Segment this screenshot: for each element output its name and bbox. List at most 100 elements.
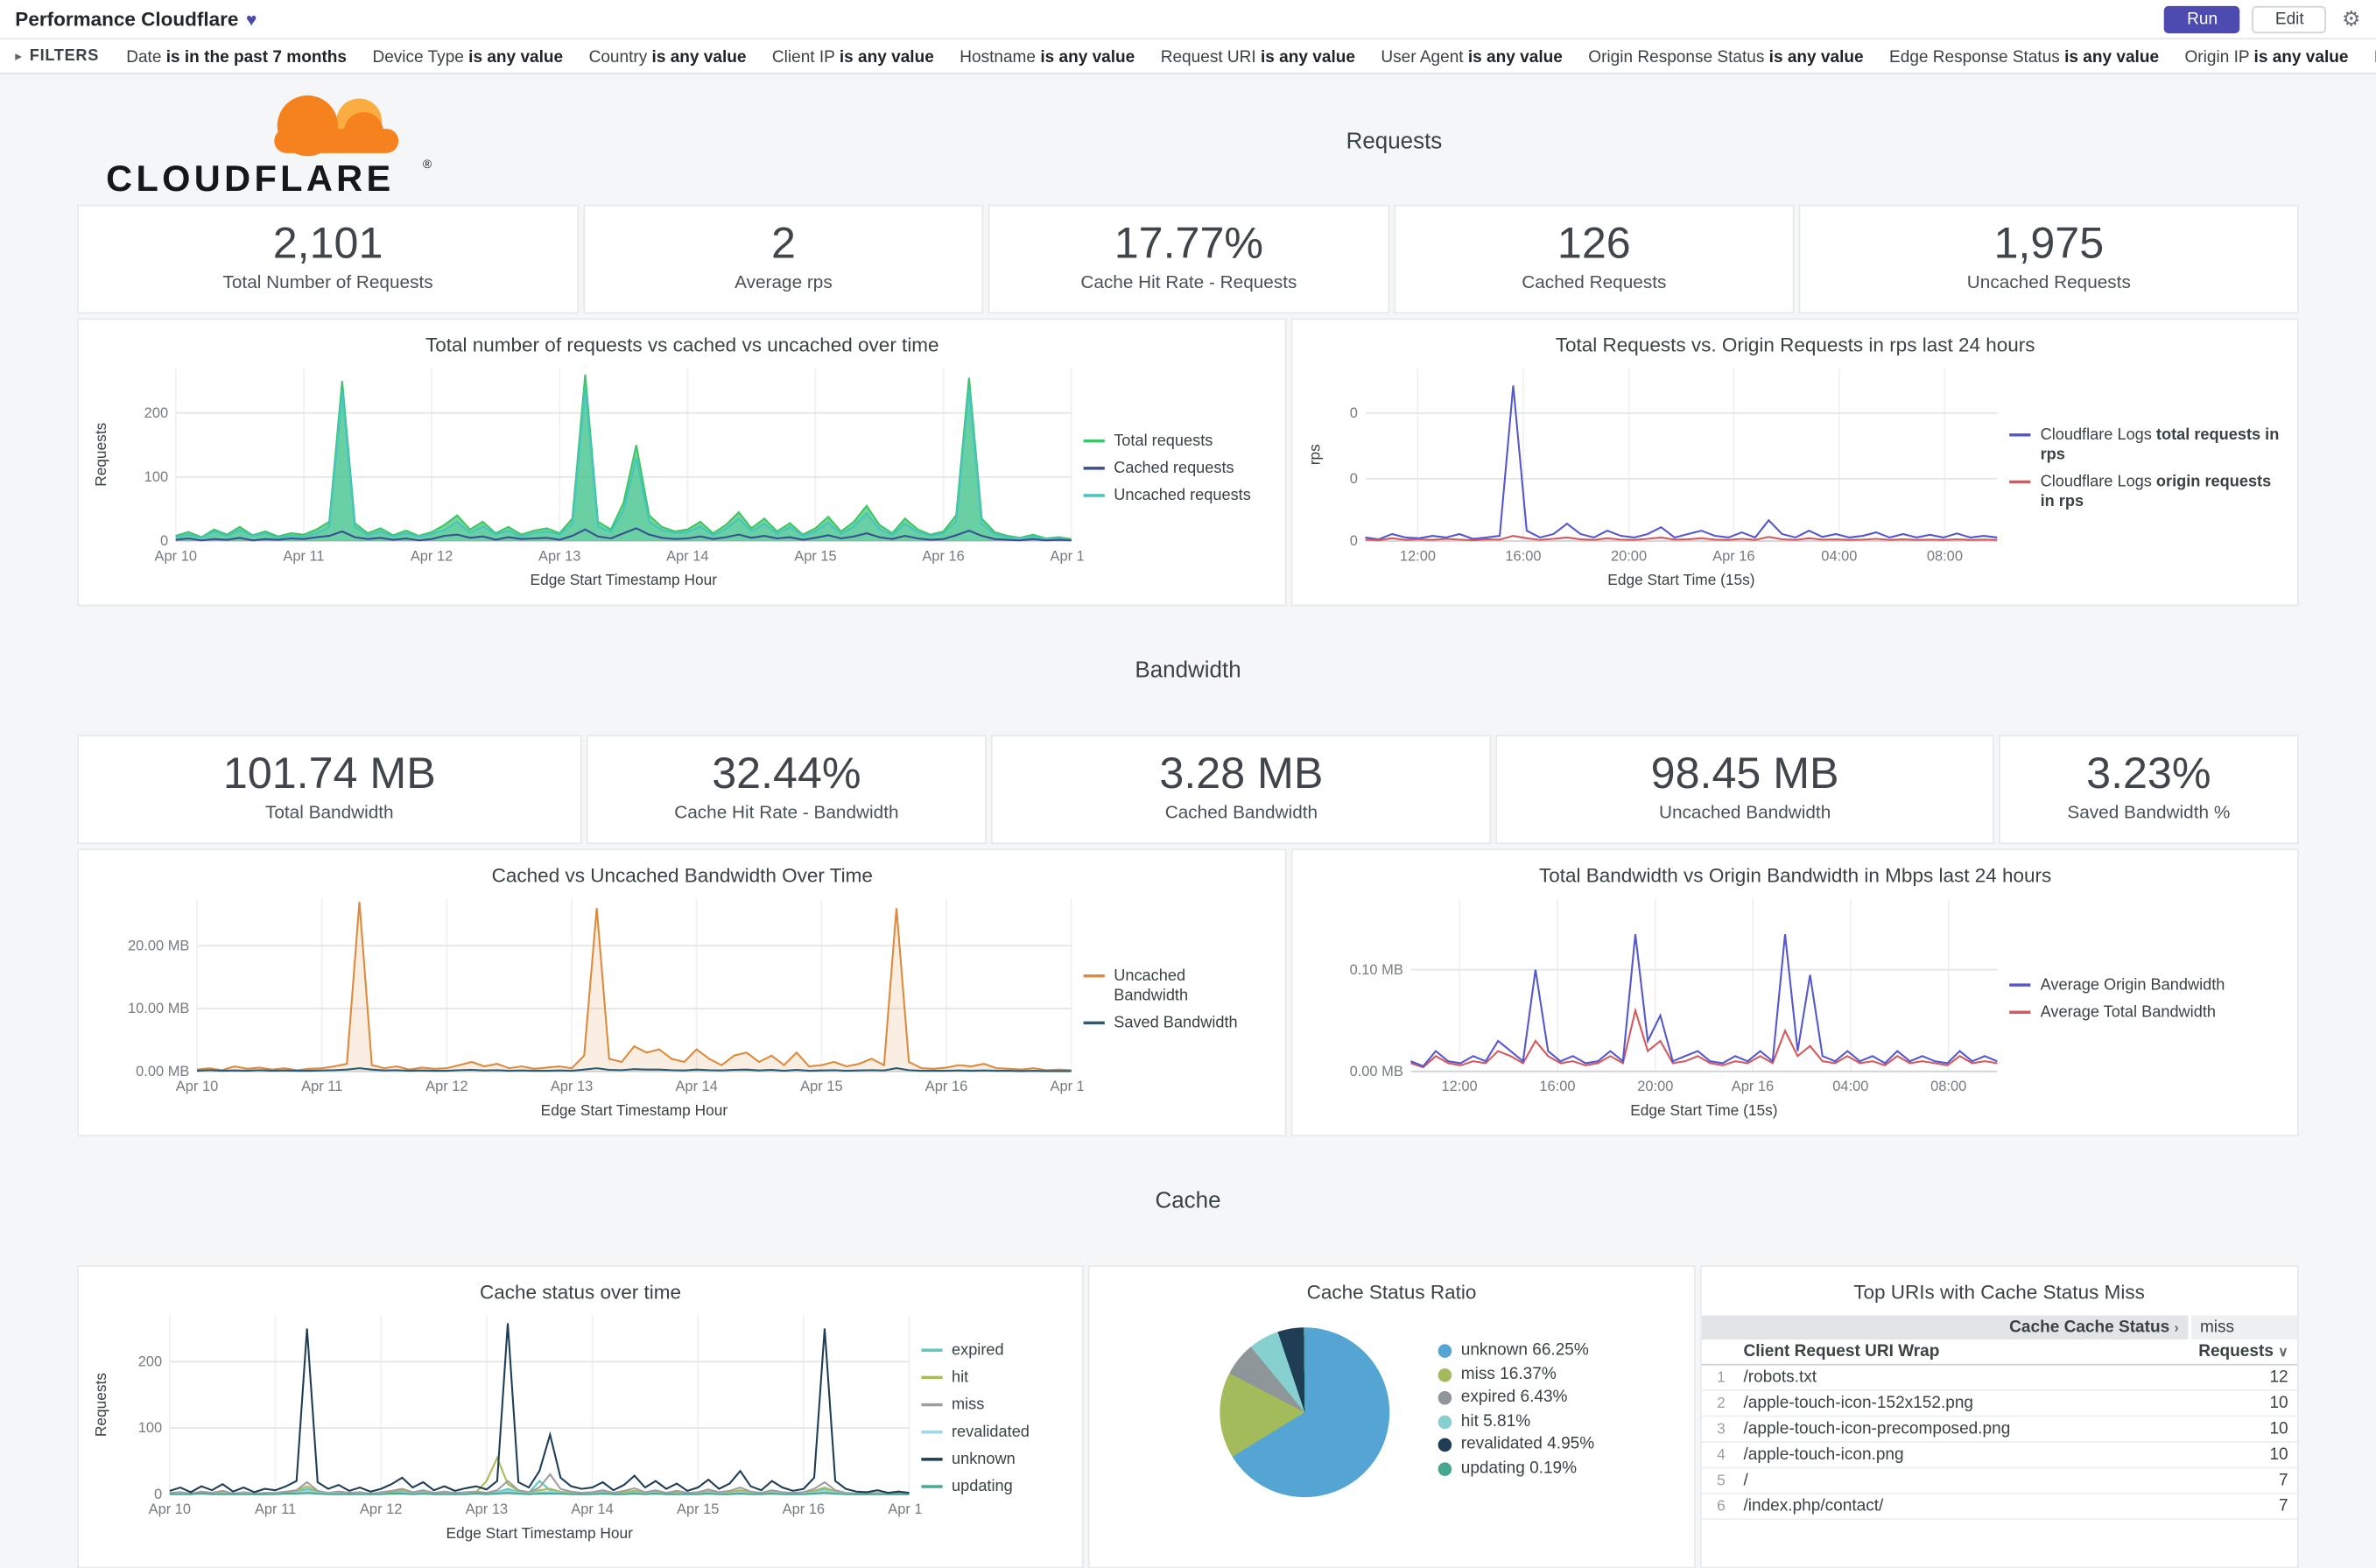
filter-origin-ip[interactable]: Origin IP is any value (2184, 48, 2349, 67)
cache-status-pie-chart[interactable] (1220, 1327, 1390, 1498)
filter-rayid[interactable]: RayID is any valu... (2374, 48, 2376, 67)
pie-legend-item-expired[interactable]: expired 6.43% (1438, 1387, 1594, 1410)
pie-legend-label: miss 16.37% (1460, 1364, 1557, 1383)
run-button[interactable]: Run (2164, 5, 2241, 33)
table-row[interactable]: 6/index.php/contact/7 (1701, 1493, 2298, 1521)
cloudflare-logo: CLOUDFLARE ® (77, 83, 485, 200)
svg-text:16:00: 16:00 (1540, 1079, 1576, 1094)
legend-item-updating[interactable]: updating (921, 1478, 1060, 1498)
panel-requests-vs-origin: Total Requests vs. Origin Requests in rp… (1291, 318, 2299, 607)
kpi-cache-hit-rate-requests: 17.77% Cache Hit Rate - Requests (988, 204, 1389, 314)
requests-cell[interactable]: 10 (2189, 1441, 2298, 1469)
pie-legend-dot (1438, 1461, 1452, 1476)
legend-item-miss[interactable]: miss (921, 1396, 1060, 1416)
kpi-row-requests: 2,101 Total Number of Requests 2 Average rp… (77, 204, 2299, 314)
panel-bandwidth-vs-origin: Total Bandwidth vs Origin Bandwidth in M… (1291, 848, 2299, 1137)
pivot-label: Cache Cache Status (2009, 1318, 2170, 1337)
uri-cell[interactable]: / (1734, 1467, 2190, 1494)
pie-legend-item-unknown[interactable]: unknown 66.25% (1438, 1339, 1594, 1363)
filter-hostname[interactable]: Hostname is any value (960, 48, 1135, 67)
legend-item-cached-requests[interactable]: Cached requests (1083, 459, 1262, 479)
pie-legend-item-updating[interactable]: updating 0.19% (1438, 1457, 1594, 1480)
svg-text:Apr 12: Apr 12 (360, 1501, 402, 1517)
svg-text:Requests: Requests (92, 1373, 109, 1437)
kpi-value: 126 (1557, 219, 1631, 269)
legend-item-uncached-requests[interactable]: Uncached requests (1083, 487, 1262, 507)
legend-label: Average Total Bandwidth (2040, 1002, 2216, 1022)
pivot-header[interactable]: Cache Cache Status › (1701, 1315, 2191, 1340)
table-row[interactable]: 2/apple-touch-icon-152x152.png 10 (1701, 1390, 2298, 1417)
filters-label[interactable]: FILTERS (29, 46, 100, 66)
panel-cache-status-over-time: Cache status over time Apr 10 Apr 11 Apr 1… (77, 1265, 1084, 1568)
chart-legend: Cloudflare Logs total requests in rps Clo… (2009, 425, 2280, 519)
legend-swatch (2009, 983, 2032, 987)
requests-vs-origin-chart[interactable]: 12:00 16:00 20:00 Apr 16 04:00 08:00 0 0 0 Edge S… (1305, 356, 2010, 590)
pie-legend-item-hit[interactable]: hit 5.81% (1438, 1410, 1594, 1434)
svg-text:0.00 MB: 0.00 MB (1350, 1064, 1403, 1079)
table-pivot-row: Cache Cache Status › miss (1701, 1315, 2298, 1340)
gear-icon[interactable]: ⚙ (2341, 5, 2361, 31)
svg-text:Apr 14: Apr 14 (675, 1079, 717, 1094)
table-row[interactable]: 5/7 (1701, 1467, 2298, 1494)
uri-cell[interactable]: /apple-touch-icon.png (1734, 1441, 2190, 1469)
kpi-label: Cache Hit Rate - Requests (1080, 271, 1297, 293)
legend-item-revalidated[interactable]: revalidated (921, 1423, 1060, 1443)
uri-cell[interactable]: /apple-touch-icon-precomposed.png (1734, 1416, 2190, 1443)
requests-cell[interactable]: 12 (2189, 1364, 2298, 1391)
requests-over-time-chart[interactable]: Apr 10 Apr 11 Apr 12 Apr 13 Apr 14 Apr 15 Apr … (91, 356, 1084, 590)
kpi-label: Uncached Bandwidth (1658, 801, 1831, 823)
kpi-value: 32.44% (712, 749, 861, 799)
legend-item-total-requests-in-rps[interactable]: Cloudflare Logs total requests in rps (2009, 425, 2280, 465)
svg-text:Apr 17: Apr 17 (888, 1501, 921, 1517)
requests-cell[interactable]: 10 (2189, 1416, 2298, 1443)
filter-device-type[interactable]: Device Type is any value (372, 48, 564, 67)
table-row[interactable]: 3/apple-touch-icon-precomposed.png 10 (1701, 1416, 2298, 1443)
legend-item-average-origin-bandwidth[interactable]: Average Origin Bandwidth (2009, 976, 2280, 996)
legend-item-uncached-bandwidth[interactable]: Uncached Bandwidth (1083, 966, 1262, 1005)
svg-text:04:00: 04:00 (1822, 548, 1858, 564)
requests-cell[interactable]: 7 (2189, 1467, 2298, 1494)
cache-status-over-time-chart[interactable]: Apr 10 Apr 11 Apr 12 Apr 13 Apr 14 Apr 15 Apr … (91, 1304, 922, 1543)
svg-text:Apr 11: Apr 11 (255, 1501, 296, 1517)
requests-cell[interactable]: 7 (2189, 1493, 2298, 1521)
bandwidth-vs-origin-chart[interactable]: 12:00 16:00 20:00 Apr 16 04:00 08:00 0.00 MB 0.… (1305, 887, 2010, 1121)
uri-column-header[interactable]: Client Request URI Wrap (1734, 1339, 2190, 1366)
filter-date[interactable]: Date is in the past 7 months (126, 48, 348, 67)
table-row[interactable]: 4/apple-touch-icon.png 10 (1701, 1441, 2298, 1469)
kpi-label: Uncached Requests (1966, 271, 2131, 293)
uri-cell[interactable]: /apple-touch-icon-152x152.png (1734, 1390, 2190, 1417)
legend-item-origin-requests-in-rps[interactable]: Cloudflare Logs origin requests in rps (2009, 473, 2280, 512)
filter-country[interactable]: Country is any value (588, 48, 747, 67)
legend-item-saved-bandwidth[interactable]: Saved Bandwidth (1083, 1013, 1262, 1033)
filter-request-uri[interactable]: Request URI is any value (1160, 48, 1355, 67)
legend-item-total-requests[interactable]: Total requests (1083, 432, 1262, 452)
kpi-label: Average rps (735, 271, 833, 293)
table-row[interactable]: 1/robots.txt 12 (1701, 1364, 2298, 1391)
filter-items: Date is in the past 7 months Device Type … (126, 42, 2376, 69)
legend-item-unknown[interactable]: unknown (921, 1450, 1060, 1470)
requests-cell[interactable]: 10 (2189, 1390, 2298, 1417)
legend-item-expired[interactable]: expired (921, 1341, 1060, 1361)
bandwidth-over-time-chart[interactable]: Apr 10 Apr 11 Apr 12 Apr 13 Apr 14 Apr 15 Apr … (91, 887, 1084, 1121)
svg-text:12:00: 12:00 (1442, 1079, 1478, 1094)
requests-column-header[interactable]: Requests ∨ (2189, 1339, 2298, 1366)
svg-text:Edge Start Time (15s): Edge Start Time (15s) (1631, 1101, 1778, 1119)
pie-legend-item-miss[interactable]: miss 16.37% (1438, 1363, 1594, 1387)
svg-text:200: 200 (144, 405, 168, 421)
legend-item-average-total-bandwidth[interactable]: Average Total Bandwidth (2009, 1002, 2280, 1023)
pie-legend-item-revalidated[interactable]: revalidated 4.95% (1438, 1433, 1594, 1457)
filter-origin-response-status[interactable]: Origin Response Status is any value (1588, 48, 1864, 67)
filter-user-agent[interactable]: User Agent is any value (1381, 48, 1563, 67)
edit-button[interactable]: Edit (2252, 5, 2327, 33)
panel-cache-status-ratio: Cache Status Ratio unknown 66.25% miss 16… (1087, 1265, 1696, 1568)
svg-text:Apr 13: Apr 13 (551, 1079, 593, 1094)
svg-text:Edge Start Timestamp Hour: Edge Start Timestamp Hour (446, 1524, 633, 1542)
legend-item-hit[interactable]: hit (921, 1368, 1060, 1389)
uri-cell[interactable]: /index.php/contact/ (1734, 1493, 2190, 1521)
filter-client-ip[interactable]: Client IP is any value (771, 48, 934, 67)
svg-text:0.00 MB: 0.00 MB (136, 1064, 189, 1079)
filters-expand-icon[interactable]: ▸ (15, 47, 23, 63)
filter-edge-response-status[interactable]: Edge Response Status is any value (1889, 48, 2160, 67)
uri-cell[interactable]: /robots.txt (1734, 1364, 2190, 1391)
pie-legend-dot (1438, 1438, 1452, 1452)
